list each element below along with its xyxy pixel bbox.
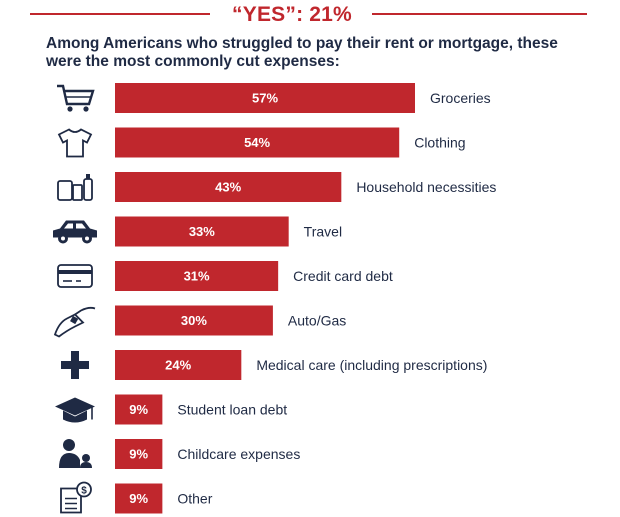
bar-7	[115, 350, 242, 380]
category-label: Clothing	[414, 135, 465, 151]
svg-text:$: $	[81, 486, 87, 497]
bar-value-label: 31%	[184, 269, 210, 284]
category-label: Travel	[304, 224, 342, 240]
category-label: Groceries	[430, 90, 491, 106]
header: “YES”: 21%	[0, 0, 620, 34]
title-rule-left	[30, 13, 210, 15]
bar-value-label: 30%	[181, 313, 207, 328]
bar-value-label: 33%	[189, 224, 215, 239]
household-items-icon	[57, 174, 93, 201]
bill-dollar-icon: $	[60, 481, 92, 514]
bar-6	[115, 305, 273, 336]
bar-4	[115, 216, 289, 247]
bar-value-label: 24%	[165, 358, 191, 373]
bar-8	[115, 394, 163, 425]
graduation-cap-icon	[55, 397, 95, 423]
title-rule-right	[372, 13, 587, 15]
shopping-cart-icon	[57, 84, 95, 112]
bar-1	[115, 83, 415, 113]
bar-5	[115, 261, 279, 291]
chart-subtitle: Among Americans who struggled to pay the…	[46, 35, 558, 70]
bar-value-label: 9%	[129, 402, 148, 417]
bar-value-label: 9%	[129, 491, 148, 506]
category-label: Auto/Gas	[288, 313, 346, 329]
medical-cross-icon	[61, 351, 89, 379]
category-label: Credit card debt	[293, 268, 393, 284]
bar-2	[115, 127, 400, 158]
category-label: Household necessities	[356, 179, 496, 195]
category-label: Medical care (including prescriptions)	[256, 357, 487, 373]
car-icon	[53, 220, 97, 244]
tshirt-icon	[57, 128, 93, 158]
bar-value-label: 43%	[215, 180, 241, 195]
category-label: Student loan debt	[177, 402, 287, 418]
parent-child-icon	[59, 439, 92, 468]
bar-10	[115, 483, 163, 514]
bar-9	[115, 439, 163, 469]
bar-3	[115, 172, 342, 202]
gas-pump-icon	[53, 306, 96, 338]
category-label: Childcare expenses	[177, 446, 300, 462]
category-label: Other	[177, 491, 212, 507]
chart-title: “YES”: 21%	[232, 3, 352, 26]
bar-value-label: 9%	[129, 447, 148, 462]
bar-value-label: 54%	[244, 135, 270, 150]
bar-value-label: 57%	[252, 91, 278, 106]
credit-card-icon	[57, 264, 93, 288]
